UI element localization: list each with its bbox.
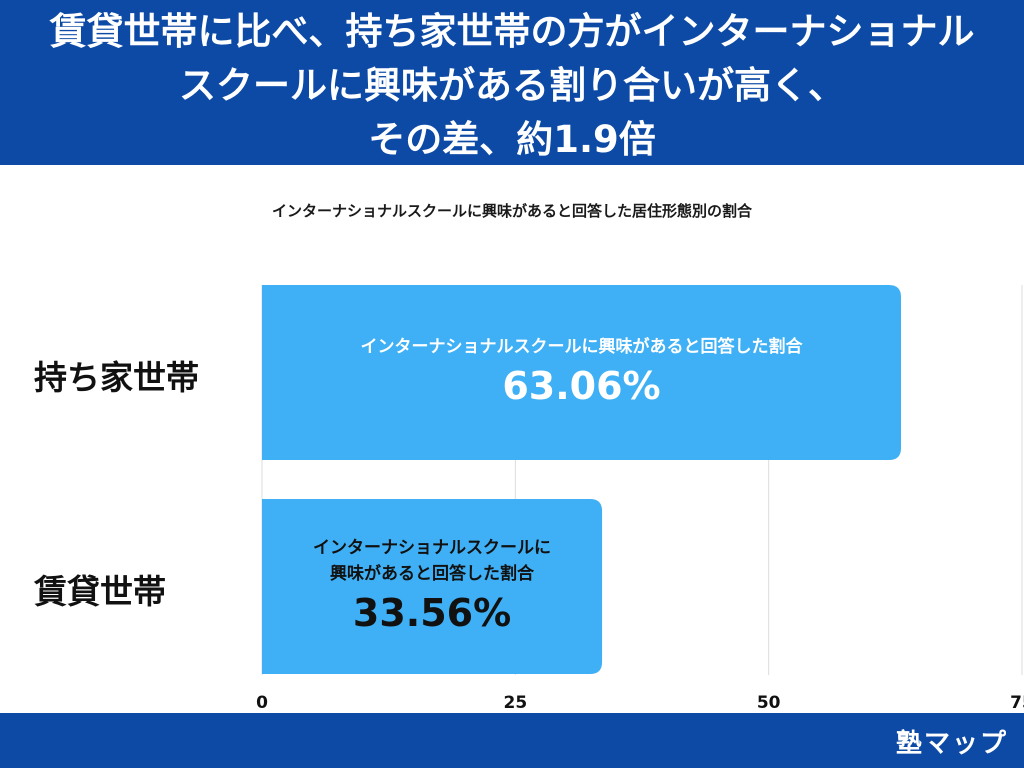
x-tick-label: 75: [1010, 693, 1024, 713]
bar-series-label: インターナショナルスクールに興味があると回答した割合: [360, 336, 803, 357]
x-tick-label: 25: [503, 693, 527, 713]
bar-series-label: インターナショナルスクールに: [313, 537, 552, 558]
chart-title: インターナショナルスクールに興味があると回答した居住形態別の割合: [271, 202, 752, 220]
x-tick-label: 50: [757, 693, 781, 713]
bar-series-label: 興味があると回答した割合: [330, 563, 535, 584]
headline-line: その差、約1.9倍: [368, 118, 656, 161]
category-label: 持ち家世帯: [34, 357, 199, 397]
bar-value-label: 63.06%: [502, 363, 661, 408]
x-tick-label: 0: [256, 693, 268, 713]
headline-line: スクールに興味がある割り合いが高く、: [179, 64, 845, 107]
bar-annotation: インターナショナルスクールに 興味があると回答した割合 33.56%: [272, 535, 592, 639]
brand-logo: 塾マップ: [895, 729, 1008, 759]
bar-value-label: 33.56%: [352, 590, 512, 635]
footer-banner: 塾マップ: [0, 713, 1024, 768]
bar-annotation: インターナショナルスクールに興味があると回答した割合 63.06%: [272, 334, 891, 412]
headline: 賃貸世帯に比べ、持ち家世帯の方がインターナショナル スクールに興味がある割り合い…: [0, 0, 1024, 167]
header-banner: 賃貸世帯に比べ、持ち家世帯の方がインターナショナル スクールに興味がある割り合い…: [0, 0, 1024, 165]
bar: [262, 285, 902, 460]
headline-line: 賃貸世帯に比べ、持ち家世帯の方がインターナショナル: [49, 10, 975, 53]
category-label: 賃貸世帯: [34, 571, 166, 611]
bar: [262, 499, 603, 674]
